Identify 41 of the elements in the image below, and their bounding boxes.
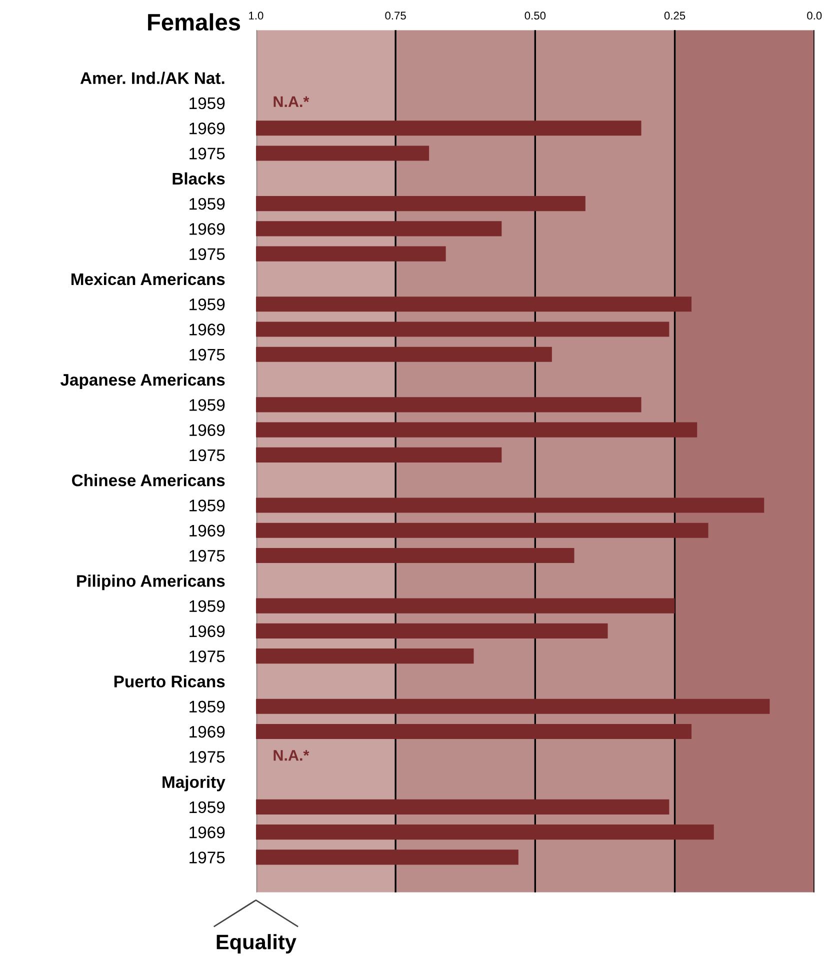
y-tick-label: 1969 <box>190 826 225 838</box>
chart-title: Females <box>148 13 240 31</box>
text: Equality <box>216 934 296 954</box>
x-tick-label: 0.25 <box>664 12 686 20</box>
x-tick-label: 0.50 <box>524 12 546 20</box>
y-tick-label: Chinese Americans <box>72 474 225 486</box>
y-tick-label: 1959 <box>190 298 225 310</box>
y-tick-label: 1959 <box>190 600 225 612</box>
y-tick-label: 1959 <box>190 198 225 210</box>
y-tick-label: Japanese Americans <box>60 373 225 390</box>
y-tick-label: 1969 <box>190 122 225 134</box>
y-tick-label: 1975 <box>190 650 225 662</box>
x-tick-label: 0.0 <box>807 12 822 20</box>
y-tick-label: 1975 <box>190 248 225 260</box>
y-tick-label: Puerto Ricans <box>114 675 225 688</box>
y-tick-label: Pilipino Americans <box>77 574 225 590</box>
y-tick-label: 1959 <box>190 97 225 110</box>
y-tick-label: 1975 <box>190 148 225 160</box>
y-tick-label: Mexican Americans <box>72 272 225 286</box>
y-tick-label: 1969 <box>190 223 225 235</box>
y-tick-label: 1975 <box>190 852 225 864</box>
y-tick-label: 1969 <box>190 424 225 436</box>
x-tick-label: 1.0 <box>249 12 264 20</box>
y-tick-label: 1959 <box>190 500 225 512</box>
y-tick-label: Majority <box>162 776 226 792</box>
y-tick-label: 1969 <box>190 625 225 638</box>
y-tick-label: 1969 <box>190 726 225 738</box>
y-tick-label: 1975 <box>190 449 225 462</box>
y-tick-label: 1969 <box>190 524 225 537</box>
y-tick-label: 1975 <box>190 751 225 763</box>
y-tick-label: Amer. Ind./AK Nat. <box>80 72 224 84</box>
x-tick-label: 0.75 <box>385 12 406 20</box>
y-tick-label: 1959 <box>190 801 225 814</box>
text: N.A.* <box>274 750 310 761</box>
y-tick-label: 1975 <box>190 348 225 361</box>
y-tick-label: 1959 <box>190 399 225 411</box>
y-tick-label: 1969 <box>190 324 225 336</box>
text: N.A.* <box>274 96 310 107</box>
y-tick-label: 1975 <box>190 550 225 562</box>
y-tick-label: 1959 <box>190 700 225 713</box>
y-tick-label: Blacks <box>172 172 225 185</box>
